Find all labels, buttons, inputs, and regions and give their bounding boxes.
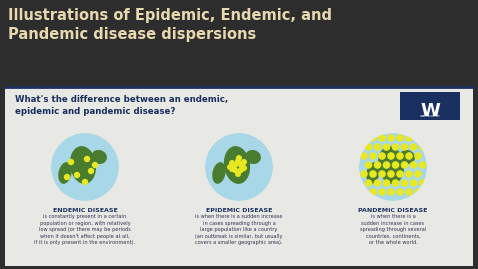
Circle shape [235,158,241,164]
Circle shape [387,134,395,142]
FancyBboxPatch shape [0,0,478,82]
Circle shape [374,143,381,151]
Circle shape [238,162,244,168]
Circle shape [387,170,395,178]
Circle shape [84,156,90,162]
Circle shape [229,166,235,172]
Circle shape [232,162,238,168]
Circle shape [410,179,417,187]
Circle shape [64,174,70,180]
Circle shape [387,188,395,196]
Text: is constantly present in a certain
population or region, with relatively
low spr: is constantly present in a certain popul… [34,214,136,245]
Circle shape [241,165,247,171]
Circle shape [405,188,413,196]
Circle shape [414,134,422,142]
Circle shape [74,172,80,178]
Circle shape [88,168,94,174]
Circle shape [401,161,408,169]
Circle shape [92,162,98,168]
Circle shape [396,170,404,178]
Circle shape [414,170,422,178]
Circle shape [405,170,413,178]
Circle shape [205,133,273,201]
Ellipse shape [212,162,226,184]
Text: What's the difference between an endemic,
epidemic and pandemic disease?: What's the difference between an endemic… [15,95,228,116]
Ellipse shape [58,162,72,184]
Circle shape [369,170,377,178]
Circle shape [51,133,119,201]
Circle shape [391,179,399,187]
Circle shape [235,171,241,177]
Text: is when there is a sudden increase
in cases spreading through a
large population: is when there is a sudden increase in ca… [195,214,283,245]
Circle shape [383,161,391,169]
Circle shape [360,134,368,142]
Circle shape [414,152,422,160]
Circle shape [378,170,386,178]
Circle shape [401,143,408,151]
Circle shape [369,134,377,142]
Circle shape [401,179,408,187]
Circle shape [359,133,427,201]
Circle shape [396,134,404,142]
Circle shape [236,155,242,161]
Circle shape [360,188,368,196]
Circle shape [232,167,238,173]
Ellipse shape [378,146,404,184]
Circle shape [369,152,377,160]
Circle shape [360,152,368,160]
Circle shape [378,188,386,196]
Text: ENDEMIC DISEASE: ENDEMIC DISEASE [53,208,118,213]
FancyBboxPatch shape [5,87,473,266]
Ellipse shape [366,162,380,184]
Text: Illustrations of Epidemic, Endemic, and
Pandemic disease dispersions: Illustrations of Epidemic, Endemic, and … [8,8,332,42]
Circle shape [227,164,233,170]
Circle shape [419,161,426,169]
Ellipse shape [91,150,107,164]
Circle shape [68,159,74,165]
Circle shape [396,188,404,196]
Ellipse shape [399,150,415,164]
Circle shape [383,143,391,151]
Circle shape [365,143,372,151]
Circle shape [410,143,417,151]
Circle shape [391,143,399,151]
Circle shape [82,179,88,185]
Circle shape [405,134,413,142]
Circle shape [410,161,417,169]
Ellipse shape [245,150,261,164]
Circle shape [229,160,235,166]
Text: wellcome: wellcome [420,114,440,118]
Circle shape [365,179,372,187]
Circle shape [405,152,413,160]
Text: W: W [420,102,440,120]
Circle shape [419,179,426,187]
Circle shape [419,143,426,151]
Circle shape [369,188,377,196]
Circle shape [241,159,247,165]
Text: EPIDEMIC DISEASE: EPIDEMIC DISEASE [206,208,272,213]
Circle shape [374,161,381,169]
Circle shape [414,188,422,196]
Ellipse shape [70,146,96,184]
Circle shape [378,134,386,142]
Text: is when there is a
sudden increase in cases
spreading through several
countries,: is when there is a sudden increase in ca… [360,214,426,245]
Ellipse shape [224,146,250,184]
Circle shape [378,152,386,160]
Circle shape [238,167,244,173]
Text: PANDEMIC DISEASE: PANDEMIC DISEASE [358,208,428,213]
Circle shape [374,179,381,187]
Circle shape [387,152,395,160]
FancyBboxPatch shape [400,92,460,120]
Circle shape [360,170,368,178]
Circle shape [396,152,404,160]
Circle shape [365,161,372,169]
Circle shape [383,179,391,187]
Circle shape [391,161,399,169]
